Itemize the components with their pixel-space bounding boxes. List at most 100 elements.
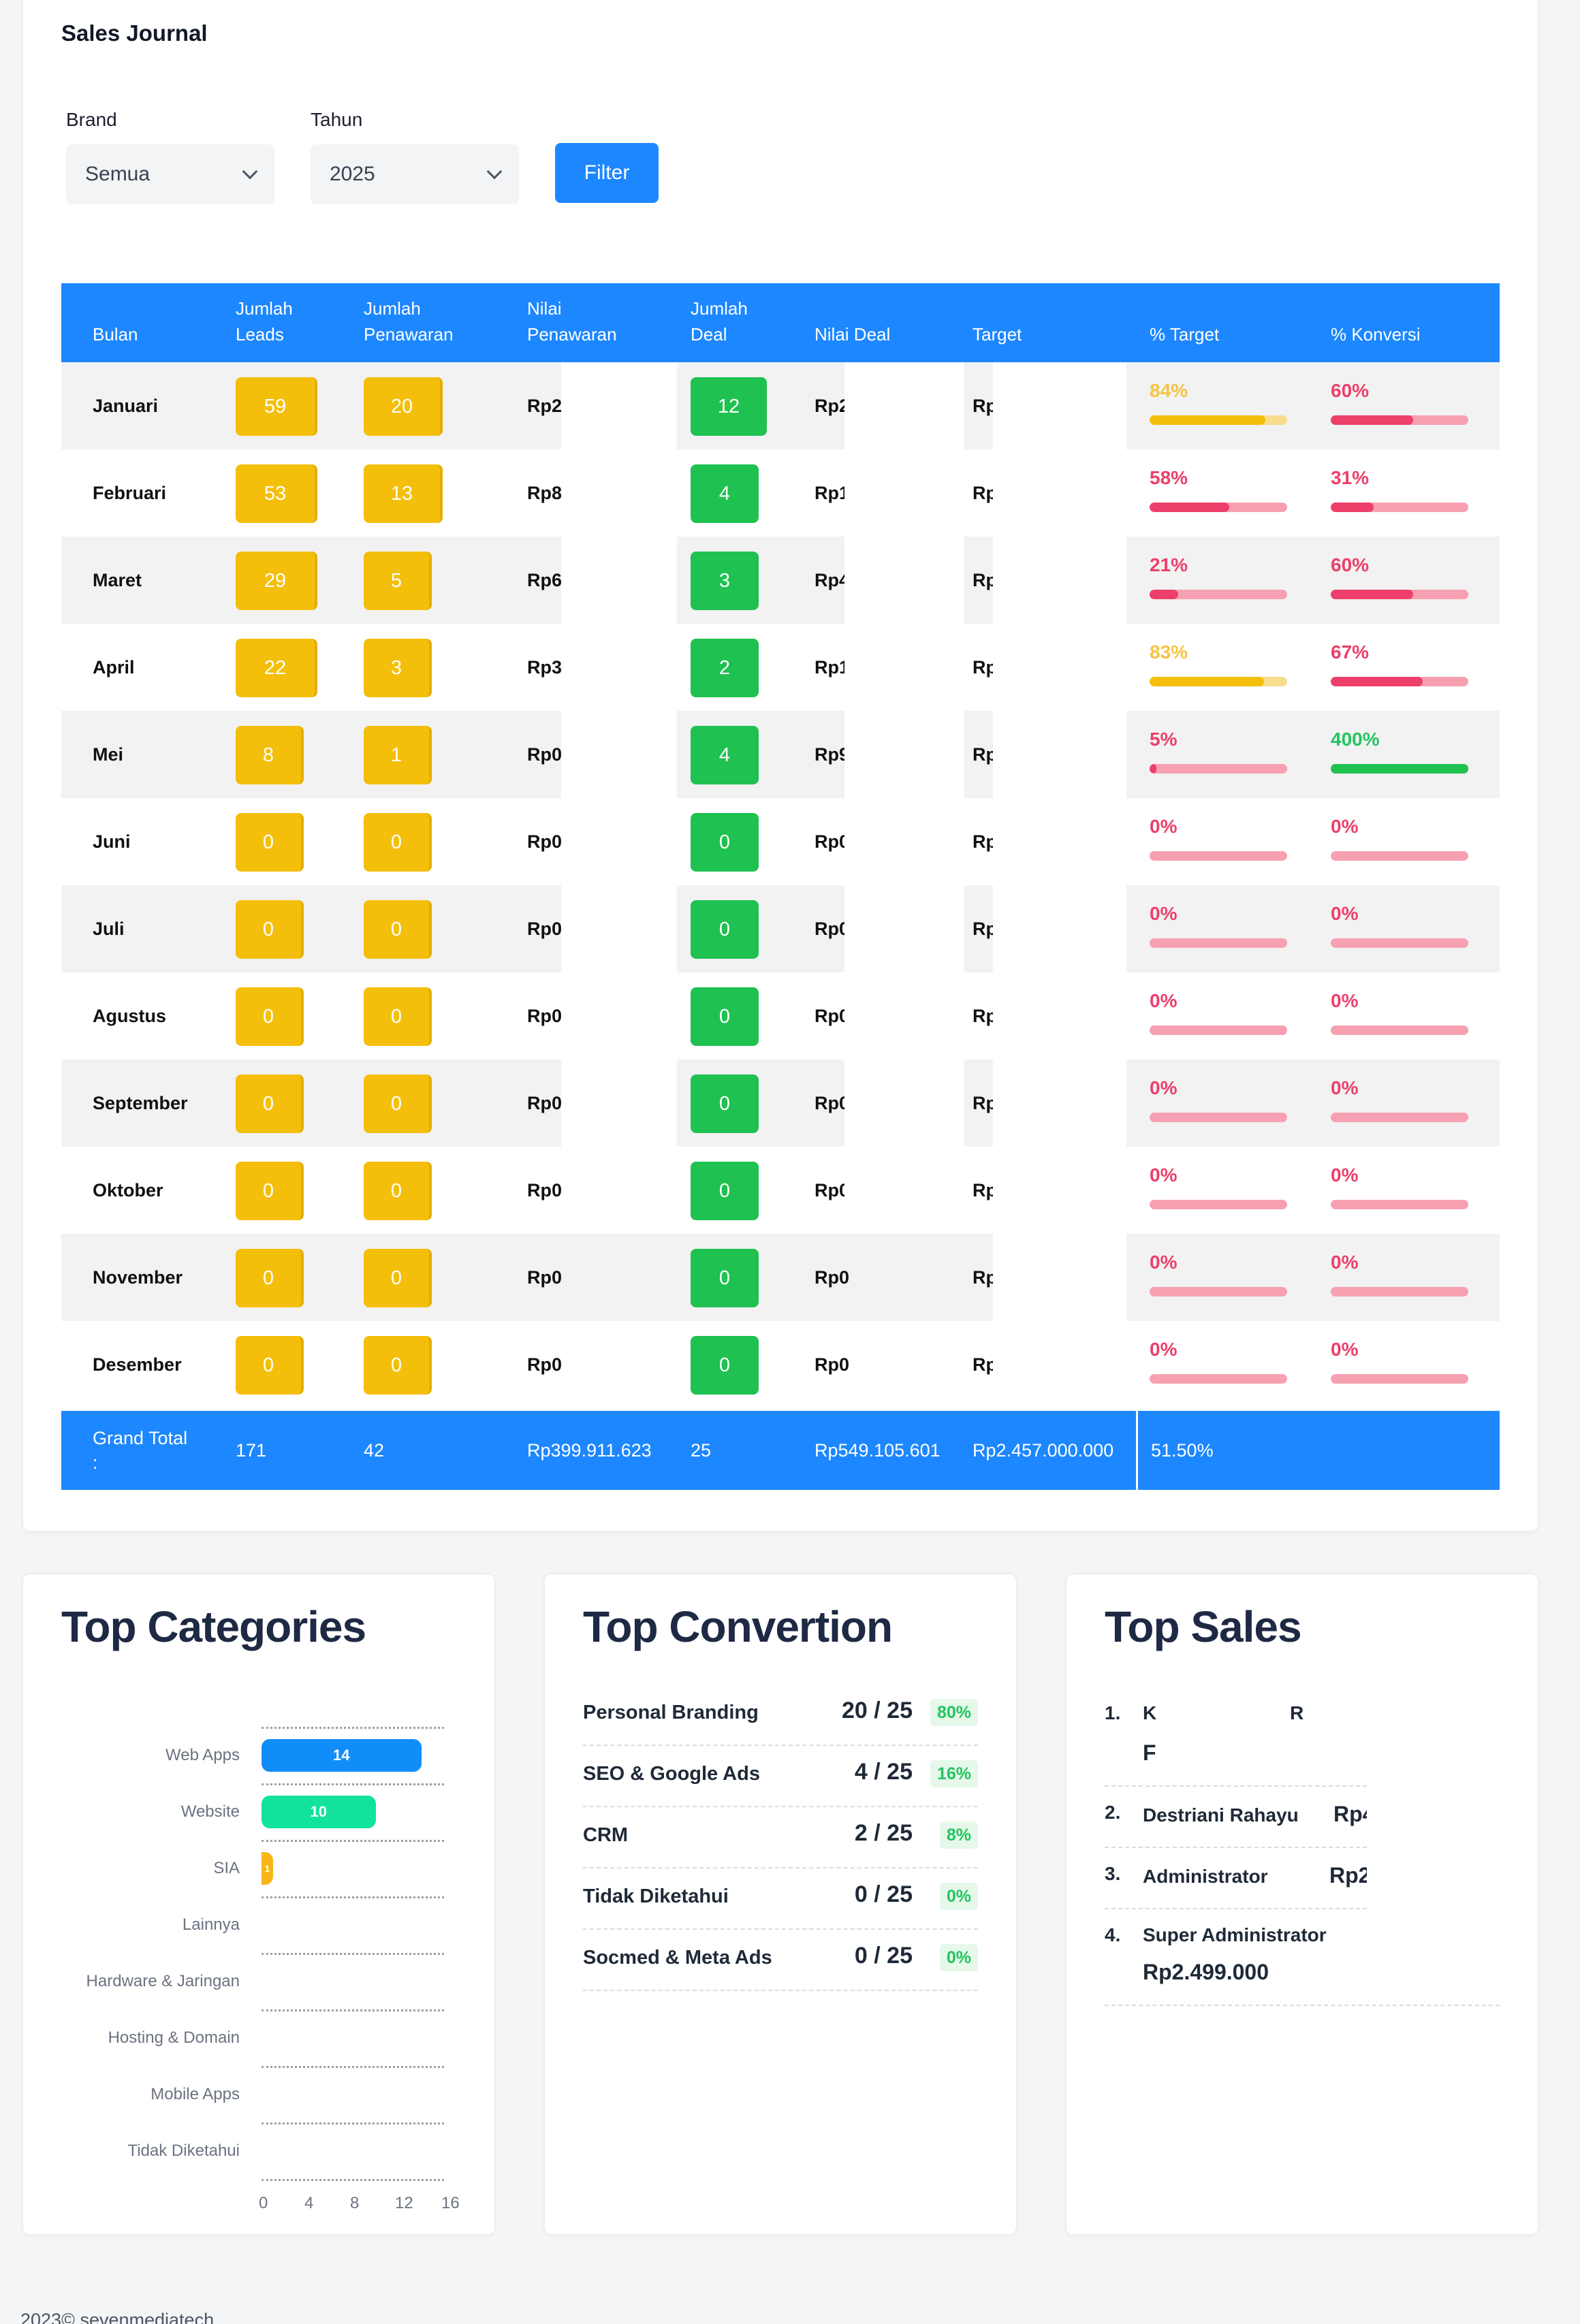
deal-count-badge: 4 — [691, 464, 759, 523]
nilai-penawaran: Rp0 — [527, 1354, 563, 1375]
pct-konversi-progress — [1331, 590, 1468, 599]
pct-target-label: 83% — [1150, 641, 1188, 663]
cell-clip — [561, 362, 677, 449]
table-row: Juli 0 0 Rp0 0 Rp0 Rp 0% 0% — [61, 885, 1500, 972]
target-value: Rp — [973, 569, 993, 590]
nilai-deal: Rp9 — [815, 744, 844, 765]
top-convertion-card — [543, 1573, 1017, 2235]
cell-clip — [561, 972, 677, 1060]
nilai-deal: Rp0 — [815, 1092, 844, 1113]
total-deal: 25 — [691, 1439, 712, 1461]
cell-clip — [993, 1060, 1126, 1147]
leads-count-badge: 59 — [236, 377, 317, 436]
pct-konversi-progress-fill — [1331, 590, 1414, 599]
month-name: November — [93, 1267, 183, 1288]
convertion-pct-badge: 0% — [939, 1883, 978, 1910]
grand-total-label: Grand Total: — [93, 1428, 188, 1473]
leads-count-badge: 0 — [236, 900, 304, 959]
nilai-penawaran: Rp6 — [527, 569, 563, 590]
target-value: Rp — [973, 1092, 993, 1113]
table-row: Januari 59 20 Rp2 12 Rp2 Rp 84% 60% — [61, 362, 1500, 449]
year-select[interactable]: 2025 — [311, 144, 519, 204]
leads-count-badge: 8 — [236, 726, 304, 784]
cell-clip — [561, 798, 677, 885]
gridline — [262, 2066, 444, 2068]
month-name: Juni — [93, 831, 131, 852]
header-jumlah-deal: Jumlah Deal — [691, 298, 748, 345]
pct-target-label: 0% — [1150, 990, 1178, 1011]
top-sales-item: 3. Administrator Rp2 — [1105, 1848, 1367, 1909]
filter-button[interactable]: Filter — [555, 143, 659, 203]
gridline — [262, 2122, 444, 2124]
pct-target-progress — [1150, 1025, 1287, 1035]
nilai-penawaran: Rp0 — [527, 1267, 563, 1288]
convertion-ratio: 2 / 25 — [854, 1820, 913, 1846]
pct-konversi-label: 0% — [1331, 1164, 1359, 1185]
nilai-penawaran: Rp0 — [527, 744, 563, 765]
nilai-penawaran: Rp8 — [527, 482, 563, 503]
leads-count-badge: 22 — [236, 639, 317, 697]
deal-count-badge: 12 — [691, 377, 767, 436]
convertion-name: CRM — [583, 1824, 629, 1846]
gridline — [262, 1896, 444, 1898]
convertion-ratio: 20 / 25 — [842, 1698, 913, 1723]
nilai-penawaran: Rp0 — [527, 918, 563, 939]
table-row: September 0 0 Rp0 0 Rp0 Rp 0% 0% — [61, 1060, 1500, 1147]
pct-konversi-label: 0% — [1331, 1339, 1359, 1360]
month-name: Februari — [93, 482, 167, 503]
target-value: Rp — [973, 395, 993, 416]
pct-konversi-label: 60% — [1331, 554, 1370, 575]
cell-clip — [844, 624, 964, 711]
month-name: Maret — [93, 569, 142, 590]
deal-count-badge: 4 — [691, 726, 759, 784]
sale-rank: 3. — [1105, 1863, 1121, 1884]
journal-table-header: Bulan Jumlah Leads Jumlah Penawaran Nilai P… — [61, 283, 1500, 362]
cell-clip — [993, 885, 1126, 972]
nilai-penawaran: Rp0 — [527, 1005, 563, 1026]
top-sales-card — [1065, 1573, 1539, 2235]
table-row: Maret 29 5 Rp6 3 Rp4 Rp 21% 60% — [61, 537, 1500, 624]
convertion-row: Socmed & Meta Ads 0 / 25 0% — [583, 1930, 978, 1991]
pct-target-label: 0% — [1150, 903, 1178, 924]
penawaran-count-badge: 0 — [364, 1336, 432, 1395]
total-nilai-penawaran: Rp399.911.623 — [527, 1439, 652, 1461]
penawaran-count-badge: 0 — [364, 1075, 432, 1133]
pct-target-label: 58% — [1150, 467, 1188, 488]
penawaran-count-badge: 0 — [364, 1162, 432, 1220]
gridline — [262, 2179, 444, 2181]
target-value: Rp — [973, 1005, 993, 1026]
convertion-row: CRM 2 / 25 8% — [583, 1808, 978, 1868]
month-name: Desember — [93, 1354, 182, 1375]
nilai-penawaran: Rp2 — [527, 395, 563, 416]
pct-konversi-label: 0% — [1331, 1252, 1359, 1273]
total-target: Rp2.457.000.000 — [973, 1439, 1114, 1461]
penawaran-count-badge: 3 — [364, 639, 432, 697]
brand-select[interactable]: Semua — [66, 144, 274, 204]
sale-amount: F — [1143, 1740, 1156, 1765]
nilai-deal: Rp0 — [815, 831, 844, 852]
cell-clip — [844, 537, 964, 624]
table-row: Juni 0 0 Rp0 0 Rp0 Rp 0% 0% — [61, 798, 1500, 885]
pct-target-progress — [1150, 415, 1287, 425]
header-pct-target: % Target — [1150, 324, 1220, 345]
nilai-deal: Rp4 — [815, 569, 844, 590]
table-row: April 22 3 Rp3 2 Rp1 Rp 83% 67% — [61, 624, 1500, 711]
table-row: Desember 0 0 Rp0 0 Rp0 Rp 0% 0% — [61, 1321, 1500, 1408]
convertion-pct-badge: 0% — [939, 1944, 978, 1971]
deal-count-badge: 0 — [691, 900, 759, 959]
total-pct: 51.50% — [1151, 1439, 1214, 1461]
convertion-name: Socmed & Meta Ads — [583, 1947, 772, 1969]
top-categories-card — [22, 1573, 496, 2235]
pct-konversi-progress-fill — [1331, 503, 1374, 512]
deal-count-badge: 0 — [691, 987, 759, 1046]
cell-clip — [561, 537, 677, 624]
pct-target-progress — [1150, 938, 1287, 948]
target-value: Rp — [973, 918, 993, 939]
table-row: November 0 0 Rp0 0 Rp0 Rp 0% 0% — [61, 1234, 1500, 1321]
nilai-deal: Rp0 — [815, 1179, 844, 1200]
top-sales-item: 4. Super Administrator Rp2.499.000 — [1105, 1909, 1500, 2006]
pct-target-progress — [1150, 590, 1287, 599]
pct-konversi-label: 0% — [1331, 816, 1359, 837]
target-value: Rp — [973, 656, 993, 678]
pct-target-label: 0% — [1150, 1164, 1178, 1185]
